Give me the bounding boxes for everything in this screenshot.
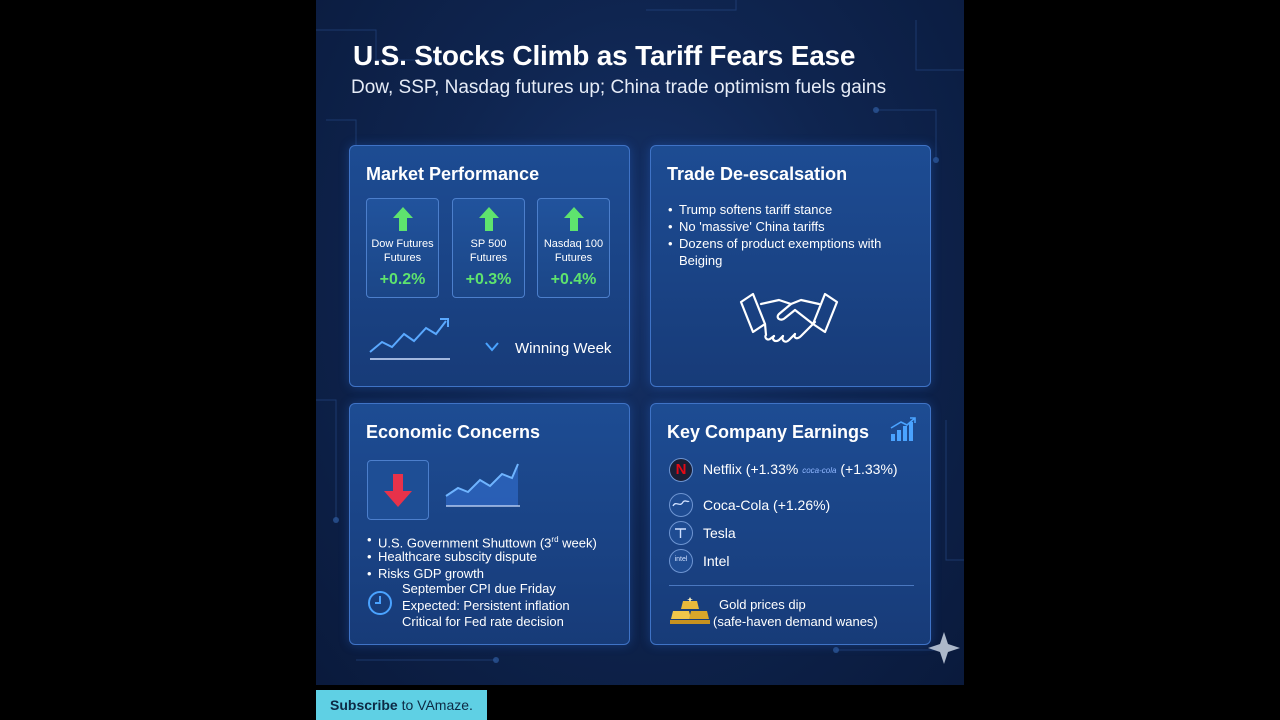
economic-bullet: Risks GDP growth	[367, 565, 484, 582]
subscribe-channel: to VAmaze.	[397, 697, 473, 713]
intel-earnings: Intel	[703, 553, 730, 569]
subheadline: Dow, SSP, Nasdag futures up; China trade…	[351, 77, 887, 98]
clock-icon	[368, 591, 392, 615]
dow-futures-label: Dow Futures Futures	[371, 238, 434, 264]
sp500-futures-change: +0.3%	[465, 271, 512, 288]
nasdaq100-futures-label: Nasdaq 100 Futures	[543, 238, 604, 264]
coca-cola-logo-icon	[669, 493, 693, 517]
dow-futures-change: +0.2%	[379, 271, 426, 288]
market-performance-card: Market Performance Dow Futures Futures +…	[349, 145, 630, 387]
sparkle-icon	[928, 632, 960, 664]
trade-deescalation-title: Trade De-escalsation	[667, 164, 848, 184]
subscribe-banner[interactable]: Subscribe to VAmaze.	[316, 690, 487, 720]
coca-cola-earnings: Coca-Cola (+1.26%)	[703, 497, 831, 513]
sp500-futures-tile: SP 500 Futures +0.3%	[452, 198, 525, 298]
green-up-arrow-icon	[479, 207, 499, 231]
winning-week-label: Winning Week	[515, 340, 612, 357]
area-chart-icon	[445, 463, 520, 507]
coca-cola-mini-badge: coca-cola	[802, 465, 837, 475]
red-down-arrow-icon	[384, 474, 412, 507]
gold-prices-line: Gold prices dip	[719, 597, 806, 612]
intel-logo-icon: intel	[669, 549, 693, 573]
sp500-futures-label: SP 500 Futures	[469, 238, 508, 264]
gold-prices-note: (safe-haven demand wanes)	[713, 614, 878, 629]
tesla-logo-icon	[669, 521, 693, 545]
trade-bullet: No 'massive' China tariffs	[668, 218, 825, 235]
uptrend-line-chart-icon	[369, 318, 450, 360]
earnings-divider	[669, 585, 914, 586]
infographic: U.S. Stocks Climb as Tariff Fears Ease D…	[316, 0, 964, 685]
gold-bars-icon	[670, 597, 710, 624]
economic-concerns-card: Economic Concerns U.S. Government Shutto…	[349, 403, 630, 645]
cpi-line: September CPI due Friday	[402, 581, 556, 596]
trade-bullet: Dozens of product exemptions with Beigin…	[668, 235, 908, 269]
bar-chart-up-icon	[890, 417, 916, 441]
green-up-arrow-icon	[564, 207, 584, 231]
red-down-arrow-tile	[367, 460, 429, 520]
trade-bullet: Trump softens tariff stance	[668, 201, 832, 218]
nasdaq100-futures-change: +0.4%	[550, 271, 597, 288]
economic-bullet: U.S. Government Shuttown (3rd week)	[367, 531, 597, 551]
subscribe-label: Subscribe	[330, 697, 398, 713]
green-up-arrow-icon	[393, 207, 413, 231]
handshake-icon	[739, 292, 839, 343]
key-company-earnings-card: Key Company Earnings N Netflix (+1.33% c…	[650, 403, 931, 645]
cpi-line: Expected: Persistent inflation	[402, 598, 570, 613]
headline: U.S. Stocks Climb as Tariff Fears Ease	[353, 40, 856, 71]
netflix-logo-icon: N	[669, 458, 693, 482]
economic-concerns-title: Economic Concerns	[366, 422, 541, 442]
key-company-earnings-title: Key Company Earnings	[667, 422, 870, 442]
trade-deescalation-card: Trade De-escalsation Trump softens tarif…	[650, 145, 931, 387]
netflix-earnings: Netflix (+1.33% coca-cola (+1.33%)	[703, 461, 898, 477]
dow-futures-tile: Dow Futures Futures +0.2%	[366, 198, 439, 298]
economic-bullet: Healthcare subscity dispute	[367, 548, 537, 565]
chevron-down-icon	[485, 342, 499, 352]
tesla-earnings: Tesla	[703, 525, 736, 541]
cpi-line: Critical for Fed rate decision	[402, 614, 564, 629]
market-performance-title: Market Performance	[366, 164, 540, 184]
nasdaq100-futures-tile: Nasdaq 100 Futures +0.4%	[537, 198, 610, 298]
